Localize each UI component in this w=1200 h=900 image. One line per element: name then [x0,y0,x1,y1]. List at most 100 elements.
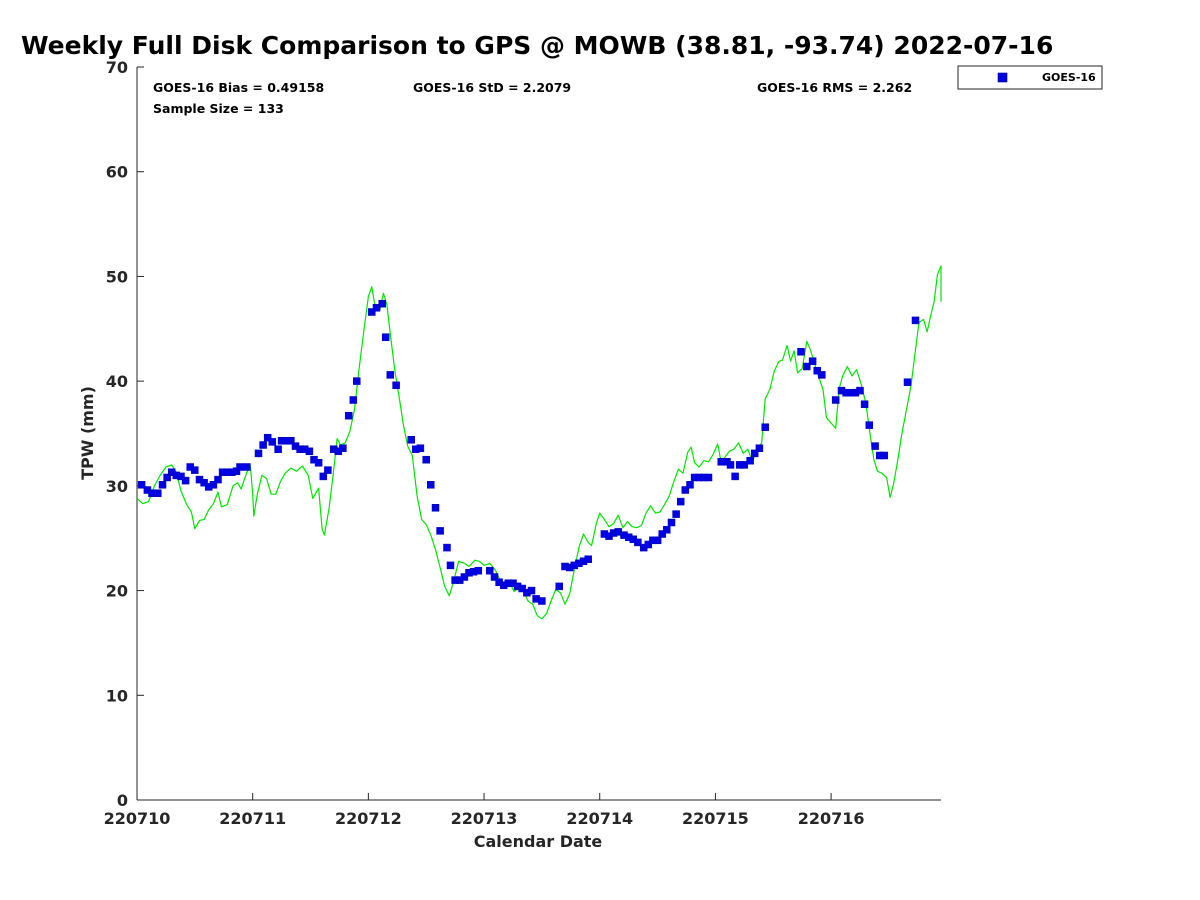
x-ticks: 220710 220711 220712 220713 220714 220715 2207… [104,793,865,828]
goes-data-point [254,449,263,458]
goes-data-point [416,444,425,452]
goes-data-point [746,456,754,465]
goes-data-point [324,466,332,474]
goes-data-point [653,536,662,545]
goes-data-point [672,510,680,518]
goes-data-point [803,362,811,371]
goes-data-point [726,461,735,469]
goes-data-point [263,433,272,442]
goes-data-point [755,444,764,452]
goes-data-point [137,481,146,489]
x-tick-label: 220715 [682,809,749,828]
goes-data-point [392,381,400,390]
y-tick-label: 30 [106,477,128,496]
goes-data-point [681,486,690,494]
legend-label-goes-16: GOES-16 [1042,71,1096,84]
goes-data-point [527,586,536,595]
goes-data-point [209,481,218,489]
goes-data-point [490,573,499,581]
goes-data-point [305,447,314,456]
goes-data-point [797,348,805,356]
goes-data-point [865,421,874,429]
goes-data-point [831,396,840,404]
goes-data-point [813,366,821,375]
goes-data-point [422,455,430,464]
goes-data-point [761,423,769,431]
goes-data-point [555,582,563,591]
goes-data-point [518,584,526,593]
legend-box [957,65,1103,90]
goes-data-point [667,518,676,527]
goes-data-point [154,489,162,497]
goes-data-point [378,299,386,308]
y-ticks: 0 10 20 30 40 50 60 70 [106,58,144,810]
goes-data-point [871,442,879,450]
x-axis-label: Calendar Date [474,832,603,851]
goes-data-point [274,445,282,453]
goes-series [137,299,920,605]
goes-data-point [407,436,415,444]
goes-data-point [436,527,444,535]
goes-data-point [214,475,222,484]
stat-bias: GOES-16 Bias = 0.49158 [153,80,324,95]
goes-data-point [808,357,817,365]
x-tick-label: 220711 [219,809,286,828]
goes-data-point [372,304,381,312]
stat-rms: GOES-16 RMS = 2.262 [757,80,912,95]
goes-data-point [163,473,171,482]
goes-data-point [287,437,295,445]
goes-data-point [427,481,435,489]
goes-data-point [443,543,451,552]
gps-line [136,265,942,620]
goes-data-point [880,451,889,460]
goes-data-point [344,411,353,420]
goes-data-point [676,497,685,506]
x-tick-label: 220713 [451,809,518,828]
goes-data-point [243,463,251,471]
goes-data-point [644,540,653,549]
y-tick-label: 70 [106,58,128,77]
goes-data-point [704,473,713,482]
x-tick-label: 220716 [798,809,865,828]
y-tick-label: 40 [106,372,128,391]
goes-data-point [349,396,358,404]
goes-data-point [158,481,167,489]
goes-data-point [200,478,208,487]
goes-data-point [911,316,920,325]
x-tick-label: 220714 [566,809,633,828]
goes-data-point [740,461,749,469]
goes-data-point [236,463,244,471]
goes-data-point [177,472,185,481]
goes-data-point [460,573,469,581]
goes-data-point [663,526,671,534]
goes-data-point [474,566,483,575]
legend-marker-goes-16 [997,72,1008,83]
goes-data-point [731,472,739,481]
goes-data-point [903,378,912,386]
goes-data-point [584,555,592,563]
goes-data-point [386,371,395,379]
goes-data-point [860,400,869,408]
y-axis-label: TPW (mm) [78,386,97,480]
goes-data-point [750,449,759,458]
goes-data-point [181,476,190,485]
goes-data-point [319,472,328,481]
x-tick-label: 220712 [335,809,402,828]
stat-std: GOES-16 StD = 2.2079 [413,80,571,95]
goes-data-point [486,566,494,575]
y-tick-label: 0 [117,791,128,810]
y-tick-label: 10 [106,686,128,705]
goes-data-point [446,561,455,570]
goes-data-point [856,386,864,395]
goes-data-point [686,481,694,489]
y-tick-label: 60 [106,163,128,182]
goes-data-point [339,444,347,452]
goes-data-point [368,308,376,316]
legend: GOES-16 [957,65,1103,90]
y-tick-label: 50 [106,267,128,286]
goes-data-point [634,538,642,547]
goes-data-point [431,504,440,512]
goes-data-point [259,441,267,449]
chart-title: Weekly Full Disk Comparison to GPS @ MOW… [21,31,1053,60]
